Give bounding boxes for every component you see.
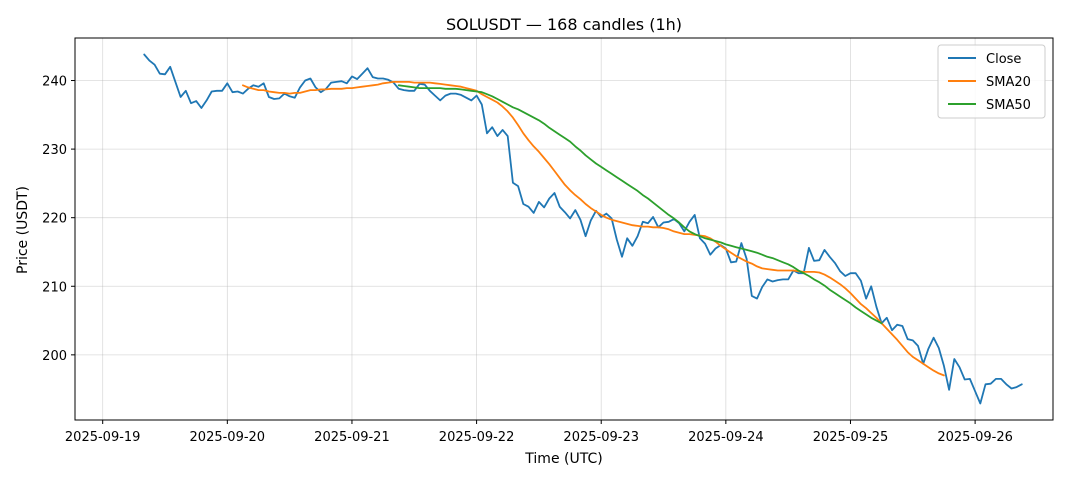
x-tick-label: 2025-09-20 bbox=[190, 430, 266, 445]
x-tick-label: 2025-09-24 bbox=[688, 430, 764, 445]
y-tick-label: 210 bbox=[42, 280, 67, 295]
y-tick-label: 220 bbox=[42, 212, 67, 227]
legend-label-sma20: SMA20 bbox=[986, 75, 1031, 90]
x-tick-label: 2025-09-23 bbox=[563, 430, 639, 445]
y-tick-label: 240 bbox=[42, 75, 67, 90]
y-tick-label: 230 bbox=[42, 143, 67, 158]
x-tick-label: 2025-09-19 bbox=[65, 430, 141, 445]
y-axis-title: Price (USDT) bbox=[15, 186, 31, 274]
legend-label-sma50: SMA50 bbox=[986, 98, 1031, 113]
chart-title: SOLUSDT — 168 candles (1h) bbox=[446, 15, 682, 34]
plot-frame bbox=[74, 37, 1054, 421]
x-tick-label: 2025-09-26 bbox=[937, 430, 1013, 445]
grid bbox=[75, 38, 1053, 420]
series-line-sma50 bbox=[397, 84, 883, 325]
legend-label-close: Close bbox=[986, 52, 1021, 67]
series-line-sma20 bbox=[241, 81, 945, 377]
y-tick-label: 200 bbox=[42, 349, 67, 364]
x-tick-label: 2025-09-25 bbox=[813, 430, 889, 445]
x-tick-label: 2025-09-22 bbox=[439, 430, 515, 445]
legend-box bbox=[937, 44, 1046, 119]
legend: Close SMA20 SMA50 bbox=[937, 44, 1046, 119]
x-tick-label: 2025-09-21 bbox=[314, 430, 390, 445]
x-axis-title: Time (UTC) bbox=[524, 451, 602, 467]
series-group bbox=[143, 53, 1023, 405]
axis-ticks: 2025-09-19 2025-09-20 2025-09-21 2025-09-22… bbox=[42, 75, 1013, 445]
series-line-close bbox=[143, 53, 1023, 405]
